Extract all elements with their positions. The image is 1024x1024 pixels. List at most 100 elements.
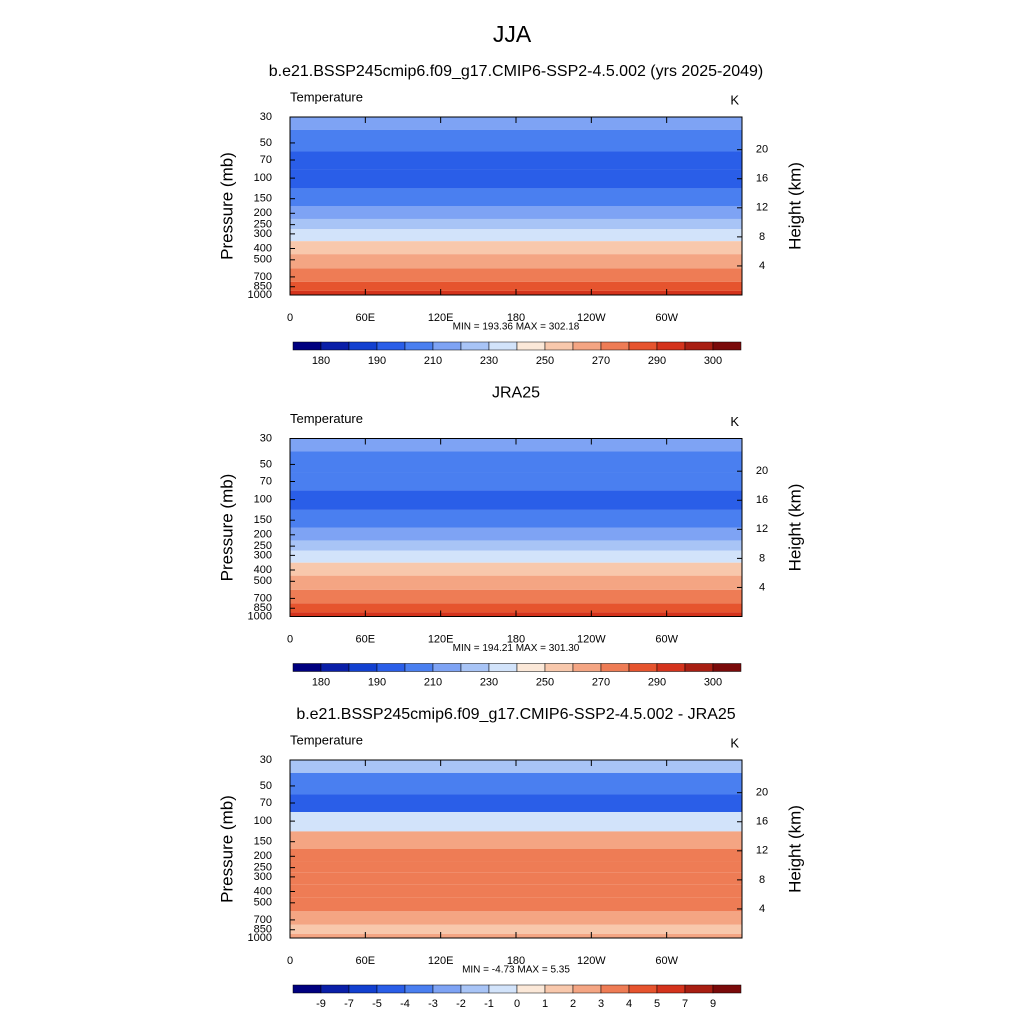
colorbar-box [404,341,434,351]
contour-band [290,861,742,873]
colorbar-box [432,663,462,672]
colorbar-label: 190 [368,676,386,688]
left-label: Temperature [290,411,363,426]
colorbar-label: -1 [484,998,494,1010]
colorbar-box [320,341,350,351]
left-label: Temperature [290,89,363,104]
contour-band [290,849,742,862]
y-tick-label: 500 [254,575,272,587]
y-tick-label: 70 [260,797,272,809]
contour-band [290,897,742,912]
colorbar-box [488,984,518,994]
contour-band [290,911,742,925]
colorbar-box [376,341,406,351]
colorbar-box [572,341,602,351]
y2-tick-label: 20 [756,465,768,477]
colorbar-label: 7 [682,998,688,1010]
colorbar-box [488,663,518,672]
y-tick-label: 250 [254,862,272,874]
colorbar-label: 5 [654,998,660,1010]
y-axis-label: Pressure (mb) [217,795,236,903]
colorbar-label: 180 [312,676,330,688]
y-tick-label: 30 [260,754,272,766]
x-tick-label: 180 [507,955,525,967]
colorbar-label: 270 [592,355,610,367]
y2-tick-label: 8 [759,231,765,243]
colorbar-box [712,663,742,672]
colorbar-box [656,341,686,351]
colorbar-box [348,341,378,351]
colorbar-label: 250 [536,355,554,367]
contour-band [290,281,742,291]
colorbar-box [488,341,518,351]
colorbar-box [376,663,406,672]
colorbar-box [460,984,490,994]
colorbar-label: 230 [480,676,498,688]
contour-band [290,509,742,528]
y2-tick-label: 12 [756,523,768,535]
colorbar-box [516,663,546,672]
x-tick-label: 0 [287,633,293,645]
y-tick-label: 250 [254,540,272,552]
x-tick-label: 60E [356,633,376,645]
y-tick-label: 100 [254,494,272,506]
x-tick-label: 120W [577,955,606,967]
x-tick-label: 60E [356,955,376,967]
y-tick-label: 30 [260,432,272,444]
colorbar-box [348,663,378,672]
colorbar-box [656,663,686,672]
contour-band [290,438,742,452]
contour-band [290,229,742,242]
contour-band [290,151,742,170]
y2-tick-label: 8 [759,552,765,564]
colorbar-label: 1 [542,998,548,1010]
colorbar-box [544,663,574,672]
colorbar-label: 3 [598,998,604,1010]
contour-band [290,129,742,152]
y-tick-label: 1000 [248,289,272,301]
colorbar-label: -5 [372,998,382,1010]
colorbar-label: 290 [648,676,666,688]
x-tick-label: 60W [655,955,678,967]
contour-band [290,540,742,551]
contour-band [290,772,742,795]
colorbar-box [628,984,658,994]
colorbar-box [516,984,546,994]
colorbar-box [460,341,490,351]
colorbar-box [628,341,658,351]
panel-title: b.e21.BSSP245cmip6.f09_g17.CMIP6-SSP2-4.… [269,63,764,80]
colorbar-box [460,663,490,672]
y-tick-label: 500 [254,897,272,909]
y-tick-label: 500 [254,254,272,266]
contour-band [290,794,742,813]
y-tick-label: 30 [260,111,272,123]
y-tick-label: 70 [260,154,272,166]
right-label: K [730,92,739,107]
y-tick-label: 200 [254,850,272,862]
colorbar-label: 270 [592,676,610,688]
y2-tick-label: 12 [756,202,768,214]
contour-band [290,472,742,491]
contour-band [290,812,742,832]
stats: MIN = 194.21 MAX = 301.30 [453,643,580,654]
x-tick-label: 0 [287,955,293,967]
y-tick-label: 300 [254,228,272,240]
contour-band [290,241,742,255]
colorbar-box [572,984,602,994]
y-tick-label: 70 [260,475,272,487]
contour-band [290,872,742,885]
y-tick-label: 400 [254,564,272,576]
panel-title: b.e21.BSSP245cmip6.f09_g17.CMIP6-SSP2-4.… [296,706,735,723]
y2-tick-label: 4 [759,260,765,272]
y-tick-label: 200 [254,529,272,541]
y-tick-label: 400 [254,242,272,254]
colorbar-label: 180 [312,355,330,367]
colorbar-box [320,663,350,672]
colorbar-box [432,984,462,994]
colorbar-box [544,984,574,994]
y2-tick-label: 16 [756,173,768,185]
left-label: Temperature [290,732,363,747]
contour-band [290,575,742,590]
colorbar-label: 300 [704,355,722,367]
